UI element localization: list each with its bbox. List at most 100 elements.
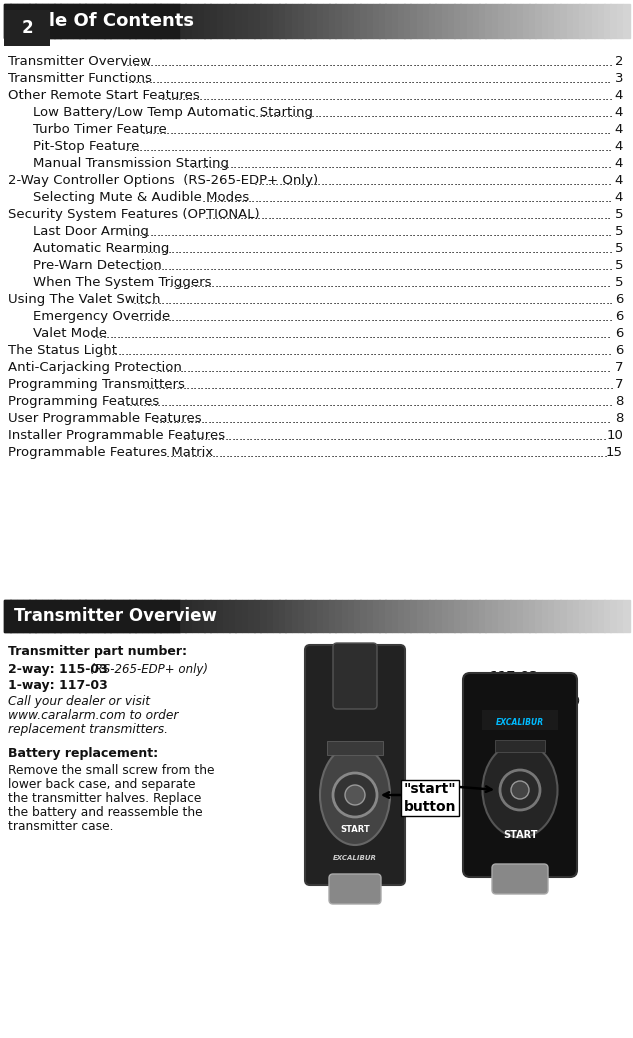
Text: .: . bbox=[301, 311, 304, 324]
Bar bbox=[410, 4, 417, 38]
Text: .: . bbox=[467, 209, 471, 222]
Text: .: . bbox=[292, 73, 296, 86]
Text: .: . bbox=[583, 345, 587, 358]
Text: 2-way: 115-03: 2-way: 115-03 bbox=[8, 663, 112, 676]
Text: .: . bbox=[401, 141, 406, 154]
Text: .: . bbox=[284, 413, 289, 426]
Text: .: . bbox=[337, 124, 342, 137]
Text: .: . bbox=[190, 413, 194, 426]
Text: .: . bbox=[273, 430, 278, 443]
Text: .: . bbox=[241, 90, 245, 103]
Text: .: . bbox=[265, 175, 268, 188]
Text: .: . bbox=[320, 277, 323, 290]
Text: Pre-Warn Detection: Pre-Warn Detection bbox=[33, 260, 162, 272]
Bar bbox=[97, 600, 104, 632]
Text: .: . bbox=[215, 209, 219, 222]
Bar bbox=[29, 4, 35, 38]
Text: .: . bbox=[597, 345, 601, 358]
Text: .: . bbox=[225, 430, 229, 443]
Text: .: . bbox=[480, 277, 485, 290]
Text: .: . bbox=[396, 362, 401, 375]
Text: .: . bbox=[406, 379, 411, 392]
Text: .: . bbox=[261, 141, 266, 154]
Text: .: . bbox=[161, 379, 166, 392]
Text: .: . bbox=[393, 362, 397, 375]
Text: .: . bbox=[365, 430, 368, 443]
Text: .: . bbox=[601, 311, 606, 324]
Text: .: . bbox=[173, 277, 177, 290]
Text: .: . bbox=[451, 226, 454, 239]
Text: .: . bbox=[606, 328, 611, 342]
Text: .: . bbox=[482, 90, 487, 103]
Text: .: . bbox=[294, 294, 298, 307]
Text: .: . bbox=[147, 294, 151, 307]
Text: .: . bbox=[455, 294, 459, 307]
Text: .: . bbox=[131, 73, 135, 86]
Text: .: . bbox=[541, 124, 544, 137]
Text: .: . bbox=[560, 107, 563, 120]
Text: .: . bbox=[189, 294, 193, 307]
Text: .: . bbox=[244, 243, 249, 256]
Text: 3: 3 bbox=[615, 72, 623, 85]
Text: .: . bbox=[369, 447, 373, 460]
Text: .: . bbox=[556, 192, 560, 204]
Text: .: . bbox=[580, 107, 585, 120]
Text: .: . bbox=[370, 90, 375, 103]
Bar bbox=[310, 600, 317, 632]
Text: .: . bbox=[517, 345, 520, 358]
Text: .: . bbox=[372, 124, 377, 137]
Bar bbox=[341, 600, 348, 632]
Text: .: . bbox=[415, 447, 418, 460]
Text: .: . bbox=[598, 141, 601, 154]
Text: .: . bbox=[177, 447, 180, 460]
Text: .: . bbox=[408, 158, 412, 171]
Text: .: . bbox=[367, 260, 371, 273]
Bar bbox=[327, 741, 383, 755]
Text: .: . bbox=[380, 141, 385, 154]
Text: .: . bbox=[256, 379, 260, 392]
Text: .: . bbox=[173, 73, 177, 86]
Text: .: . bbox=[210, 90, 213, 103]
Text: .: . bbox=[573, 397, 578, 409]
Text: .: . bbox=[169, 362, 173, 375]
Text: .: . bbox=[553, 243, 556, 256]
Text: .: . bbox=[204, 277, 208, 290]
FancyBboxPatch shape bbox=[463, 673, 577, 877]
Text: .: . bbox=[507, 260, 511, 273]
Text: .: . bbox=[223, 226, 227, 239]
Text: .: . bbox=[539, 430, 544, 443]
Text: .: . bbox=[375, 294, 379, 307]
Text: .: . bbox=[494, 294, 498, 307]
Bar bbox=[154, 600, 161, 632]
Text: .: . bbox=[446, 158, 451, 171]
Text: .: . bbox=[201, 277, 204, 290]
Text: .: . bbox=[548, 175, 552, 188]
Text: .: . bbox=[370, 175, 373, 188]
Text: .: . bbox=[414, 277, 418, 290]
Text: .: . bbox=[290, 397, 294, 409]
Text: .: . bbox=[308, 56, 311, 69]
Text: .: . bbox=[464, 345, 468, 358]
Text: .: . bbox=[401, 192, 406, 204]
Text: .: . bbox=[282, 447, 285, 460]
Text: .: . bbox=[294, 107, 298, 120]
Text: .: . bbox=[446, 175, 451, 188]
Text: .: . bbox=[258, 56, 263, 69]
Text: .: . bbox=[441, 311, 444, 324]
Text: .: . bbox=[575, 430, 579, 443]
Text: .: . bbox=[570, 90, 574, 103]
Text: .: . bbox=[425, 73, 429, 86]
Text: .: . bbox=[518, 397, 522, 409]
Text: .: . bbox=[367, 141, 371, 154]
Text: .: . bbox=[398, 345, 401, 358]
Text: .: . bbox=[355, 124, 359, 137]
Text: .: . bbox=[525, 90, 529, 103]
Text: .: . bbox=[472, 107, 476, 120]
Text: .: . bbox=[304, 397, 308, 409]
Text: .: . bbox=[301, 90, 304, 103]
Text: .: . bbox=[427, 379, 432, 392]
Text: .: . bbox=[246, 379, 249, 392]
Text: .: . bbox=[256, 430, 260, 443]
Bar bbox=[529, 4, 536, 38]
Text: .: . bbox=[520, 175, 524, 188]
